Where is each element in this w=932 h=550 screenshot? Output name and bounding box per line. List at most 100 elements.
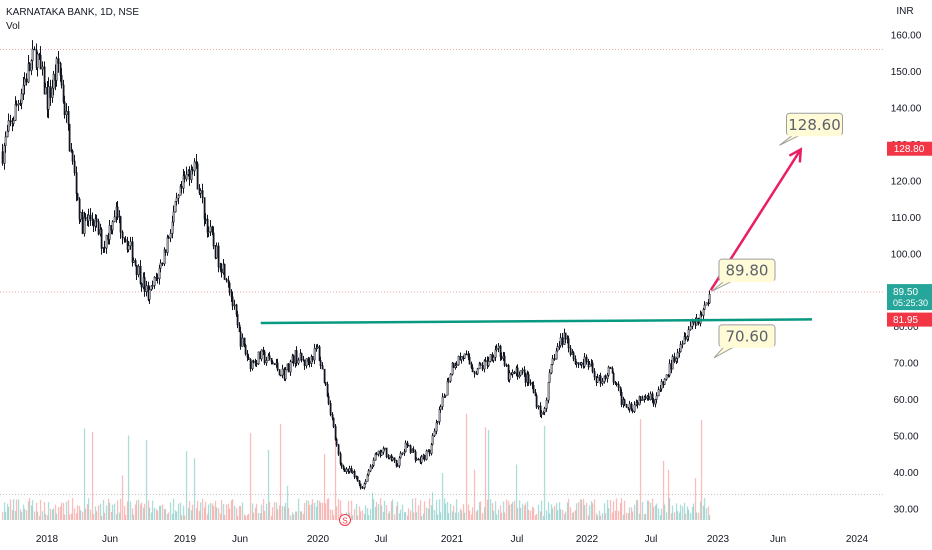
volume-bar [30, 505, 33, 520]
candle-body [140, 283, 143, 288]
volume-bar [171, 513, 174, 520]
candle-body [47, 86, 50, 110]
volume-bar [462, 504, 465, 520]
volume-bar [139, 504, 142, 520]
volume-bar [107, 498, 110, 520]
volume-bar [452, 505, 455, 520]
candle-body [340, 463, 343, 467]
candle-body [457, 356, 460, 366]
volume-bar [487, 429, 490, 520]
candle-body [438, 409, 441, 422]
volume-bar [643, 514, 646, 520]
volume-bar [649, 502, 652, 520]
volume-bar [11, 510, 14, 520]
x-tick-label: 2024 [846, 534, 869, 545]
volume-bar [217, 508, 220, 520]
candle-body [702, 309, 705, 316]
volume-bar [332, 515, 335, 520]
candle-body [495, 347, 498, 351]
volume-bar [135, 500, 138, 520]
volume-bar [652, 506, 655, 520]
candle-body [428, 449, 431, 454]
candle-body [164, 249, 167, 253]
volume-bar [419, 500, 422, 520]
volume-bar [587, 515, 590, 520]
volume-bar [612, 501, 615, 520]
volume-bar [271, 507, 274, 520]
volume-bar [708, 515, 711, 520]
volume-bar [454, 512, 457, 520]
volume-bar [318, 500, 321, 520]
volume-bar [412, 512, 415, 520]
candle-body [695, 317, 698, 326]
volume-bar [598, 510, 601, 520]
candle-body [420, 456, 423, 463]
volume-bar [614, 510, 617, 520]
candle-body [15, 104, 18, 106]
candle-body [276, 362, 279, 370]
candle-body [87, 214, 90, 222]
volume-bar [491, 503, 494, 520]
volume-bar [542, 515, 545, 520]
candle-body [257, 351, 260, 365]
volume-bar [35, 502, 38, 520]
volume-bar [52, 508, 55, 520]
volume-bar [17, 499, 20, 520]
volume-bar [391, 499, 394, 520]
volume-bar [95, 511, 98, 520]
candle-body [332, 417, 335, 427]
price-note-tail [711, 280, 733, 292]
volume-bar [273, 502, 276, 520]
candle-body [687, 329, 690, 338]
volume-bar [100, 515, 103, 520]
reference-lines [0, 49, 885, 495]
volume-bar [159, 505, 162, 520]
volume-bar [75, 513, 78, 520]
volume-bar [299, 511, 302, 520]
volume-bar [667, 469, 670, 520]
volume-bar [331, 509, 334, 520]
candle-body [641, 398, 644, 401]
candle-body [398, 457, 401, 466]
volume-bar [625, 512, 628, 520]
price-note-tail [779, 134, 800, 146]
candle-body [401, 452, 404, 455]
candle-body [555, 350, 558, 360]
candle-body [414, 451, 417, 461]
x-tick-label: 2023 [707, 534, 730, 545]
volume-bar [63, 514, 66, 520]
volume-bar [124, 515, 127, 520]
volume-bar [414, 498, 417, 520]
candle-body [663, 378, 666, 385]
volume-bar [143, 503, 146, 520]
candle-body [233, 304, 236, 307]
volume-bar [681, 506, 684, 520]
candle-body [281, 368, 284, 376]
volume-bar [83, 428, 86, 520]
volume-bar [601, 513, 604, 520]
candle-body [572, 352, 575, 360]
volume-bar [395, 506, 398, 520]
candle-body [668, 363, 671, 376]
volume-bar [89, 509, 92, 520]
volume-bar [219, 513, 222, 520]
candle-body [52, 73, 55, 89]
candle-body [403, 451, 406, 454]
volume-bar [148, 507, 151, 520]
candle-body [163, 249, 166, 265]
candle-body [539, 405, 542, 415]
candle-body [49, 86, 52, 98]
volume-bar [129, 501, 132, 520]
volume-bar [515, 464, 518, 520]
volume-bar [620, 498, 623, 520]
volume-bar [279, 423, 282, 520]
volume-bar [295, 511, 298, 520]
volume-bar [475, 511, 478, 520]
volume-bar [6, 503, 9, 520]
candle-body [243, 337, 246, 346]
volume-bar [495, 514, 498, 520]
candle-body [628, 403, 631, 410]
candle-body [172, 211, 175, 223]
candle-body [153, 277, 156, 286]
